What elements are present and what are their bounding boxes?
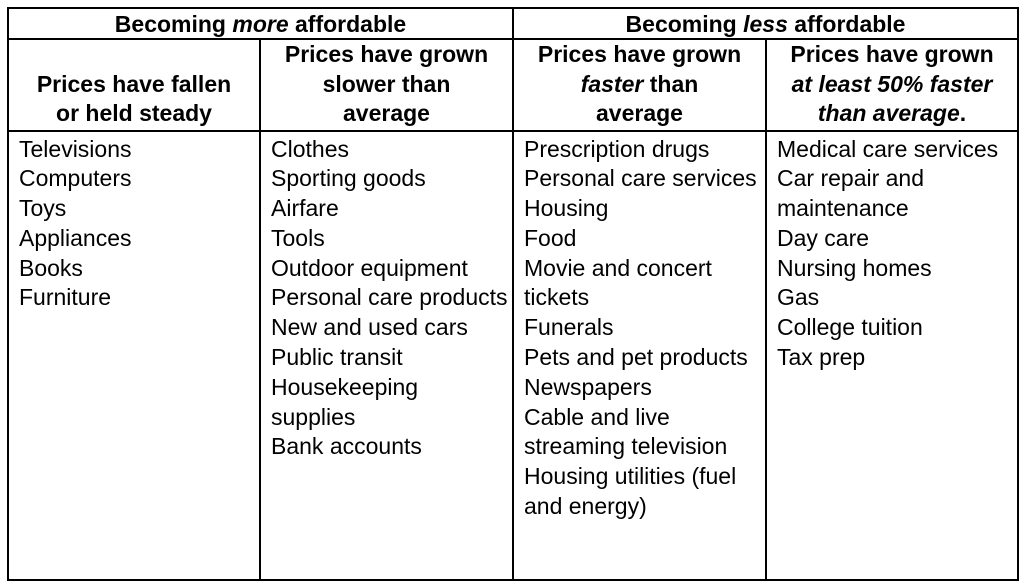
list-item: Food bbox=[524, 224, 577, 251]
column-header-line: Prices have grown bbox=[537, 41, 742, 67]
group-header-row: Becoming more affordable Becoming less a… bbox=[7, 7, 1020, 40]
list-item: Toys bbox=[19, 195, 67, 222]
list-item: Movie and concert tickets bbox=[524, 254, 712, 311]
list-item: Day care bbox=[777, 224, 870, 251]
list-item: Cable and live streaming television bbox=[524, 403, 728, 460]
list-item: Personal care products bbox=[271, 284, 508, 311]
list-item: Pets and pet products bbox=[524, 344, 748, 371]
list-item: Furniture bbox=[19, 284, 112, 311]
column-header-emphasis: than average bbox=[817, 100, 960, 126]
column-header-faster: Prices have grown faster than average bbox=[512, 38, 767, 132]
column-header-emphasis: at least 50% faster bbox=[791, 70, 993, 97]
column-header-line: Prices have grown bbox=[790, 41, 994, 67]
list-item: Books bbox=[19, 254, 83, 281]
column-list: Prescription drugs Personal care services… bbox=[512, 129, 767, 581]
column-list: Medical care services Car repair and main… bbox=[764, 129, 1020, 581]
list-item: Medical care services bbox=[777, 135, 999, 162]
group-more-suffix: affordable bbox=[288, 10, 407, 37]
list-item: Housekeeping supplies bbox=[271, 373, 419, 430]
list-item: Appliances bbox=[19, 224, 132, 251]
list-item: Housing utilities (fuel and energy) bbox=[524, 463, 737, 520]
list-item: Housing bbox=[524, 195, 609, 222]
column-header-line: Prices have fallen bbox=[36, 70, 232, 97]
list-item: Outdoor equipment bbox=[271, 254, 468, 281]
list-item: Bank accounts bbox=[271, 433, 422, 460]
group-more-emphasis: more bbox=[232, 10, 289, 37]
list-item: New and used cars bbox=[271, 314, 468, 341]
column-header-fallen: Prices have fallen or held steady bbox=[7, 38, 261, 132]
column-header-line: average bbox=[343, 100, 430, 126]
column-header-line: faster than bbox=[516, 70, 763, 100]
column-header-line: than average. bbox=[769, 99, 1015, 129]
column-header-fifty-percent-faster: Prices have grown at least 50% faster th… bbox=[764, 38, 1020, 132]
list-item: Nursing homes bbox=[777, 254, 932, 281]
column-header-suffix: . bbox=[959, 100, 967, 126]
group-more-prefix: Becoming bbox=[114, 10, 233, 37]
column-header-line: slower than bbox=[322, 70, 451, 97]
list-item: Gas bbox=[777, 284, 820, 311]
column-header-line: average bbox=[596, 100, 683, 126]
list-item: Prescription drugs bbox=[524, 135, 710, 162]
column-header-slower: Prices have grown slower than average bbox=[259, 38, 514, 132]
list-item: Personal care services bbox=[524, 165, 757, 192]
column-list: Televisions Computers Toys Appliances Books F… bbox=[7, 129, 261, 581]
column-header-emphasis: faster bbox=[580, 70, 644, 97]
list-item: Car repair and maintenance bbox=[777, 165, 925, 222]
column-header-line: Prices have grown bbox=[284, 41, 489, 67]
affordability-table-container: Becoming more affordable Becoming less a… bbox=[7, 7, 1020, 581]
affordability-table: Becoming more affordable Becoming less a… bbox=[7, 7, 1020, 581]
group-less-suffix: affordable bbox=[787, 10, 906, 37]
column-header-row: Prices have fallen or held steady Prices… bbox=[7, 38, 1020, 132]
list-item: Clothes bbox=[271, 135, 349, 162]
list-item: Airfare bbox=[271, 195, 339, 222]
list-item: Computers bbox=[19, 165, 132, 192]
group-header-less-affordable: Becoming less affordable bbox=[511, 7, 1020, 40]
column-list: Clothes Sporting goods Airfare Tools Outdoor… bbox=[259, 129, 514, 581]
list-item: Public transit bbox=[271, 344, 403, 371]
group-less-prefix: Becoming bbox=[625, 10, 744, 37]
list-item: Tools bbox=[271, 224, 325, 251]
column-header-line: or held steady bbox=[56, 100, 212, 126]
list-item: Funerals bbox=[524, 314, 614, 341]
list-item: Newspapers bbox=[524, 373, 652, 400]
items-row: Televisions Computers Toys Appliances Books F… bbox=[7, 129, 1020, 581]
group-header-more-affordable: Becoming more affordable bbox=[7, 7, 514, 40]
group-less-emphasis: less bbox=[743, 10, 788, 37]
list-item: Sporting goods bbox=[271, 165, 426, 192]
list-item: College tuition bbox=[777, 314, 923, 341]
column-header-suffix: than bbox=[643, 70, 699, 97]
list-item: Tax prep bbox=[777, 344, 866, 371]
list-item: Televisions bbox=[19, 135, 132, 162]
